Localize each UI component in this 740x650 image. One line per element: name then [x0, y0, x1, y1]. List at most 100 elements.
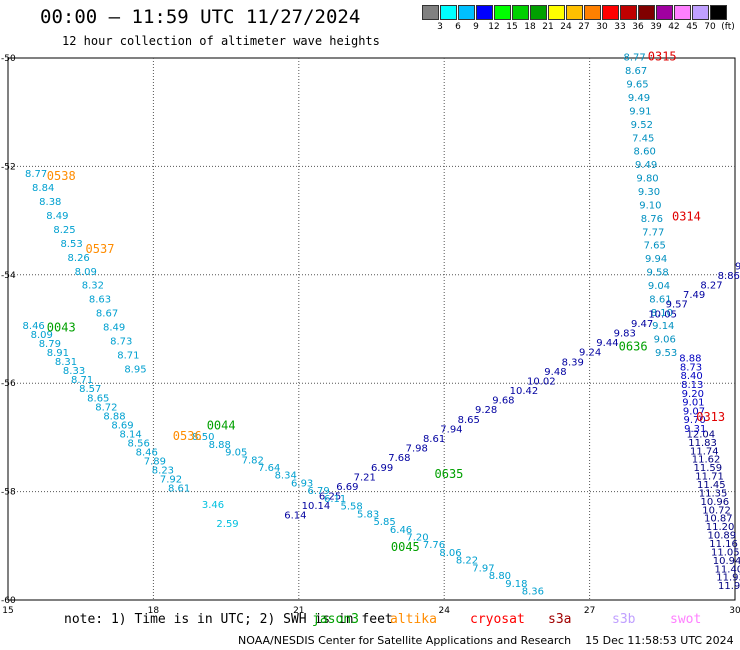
colorbar-swatch [512, 5, 529, 20]
wave-height-value: 6.11 [324, 494, 346, 505]
note-text: note: 1) Time is in UTC; 2) SWH is in fe… [64, 612, 393, 627]
wave-height-value: 10.42 [510, 386, 539, 397]
pass-id-label: 0536 [173, 429, 202, 443]
wave-height-value: 8.26 [68, 253, 90, 264]
y-tick-label: -54 [1, 271, 16, 281]
wave-height-value: 7.98 [406, 444, 428, 455]
wave-height-value: 8.86 [718, 271, 740, 282]
wave-height-value: 8.40 [680, 371, 702, 382]
wave-height-value: 8.71 [117, 350, 139, 361]
wave-height-value: 8.10 [651, 308, 673, 319]
wave-height-value: 9.53 [655, 348, 677, 359]
colorbar-tick-label: 30 [596, 22, 608, 32]
wave-height-value: 11.74 [690, 446, 719, 457]
wave-height-value: 7.65 [644, 241, 666, 252]
wave-height-value: 8.72 [95, 402, 117, 413]
wave-height-value: 3.46 [202, 500, 224, 511]
wave-height-value: 8.57 [79, 384, 101, 395]
wave-height-value: 9.18 [505, 579, 527, 590]
colorbar-tick-label: 21 [542, 22, 554, 32]
wave-height-value: 2.59 [216, 519, 238, 530]
wave-height-value: 8.71 [71, 375, 93, 386]
wave-height-value: 8.73 [110, 336, 132, 347]
wave-height-value: 10.94 [713, 556, 740, 567]
page-title: 00:00 — 11:59 UTC 11/27/2024 [40, 6, 361, 28]
wave-height-value: 6.14 [284, 511, 306, 522]
wave-height-value: 12.04 [687, 429, 716, 440]
pass-id-label: 0315 [648, 50, 677, 64]
colorbar-tick-label: 45 [686, 22, 698, 32]
wave-height-value: 8.65 [87, 393, 109, 404]
x-tick-label: 15 [2, 606, 13, 616]
wave-height-value: 6.69 [336, 482, 358, 493]
pass-id-label: 0044 [207, 418, 236, 432]
wave-height-value: 11.93 [716, 573, 740, 584]
wave-height-value: 9.68 [492, 396, 514, 407]
colorbar-tick-label: 24 [560, 22, 572, 32]
wave-height-value: 9.94 [645, 254, 667, 265]
wave-height-value: 8.77 [624, 53, 646, 64]
wave-height-value: 8.46 [23, 321, 45, 332]
satellite-legend-item: swot [670, 612, 702, 627]
wave-height-value: 8.25 [53, 225, 75, 236]
wave-height-value: 11.71 [695, 472, 724, 483]
wave-height-value: 7.20 [406, 533, 428, 544]
wave-height-value: 7.68 [388, 453, 410, 464]
colorbar-swatch [476, 5, 493, 20]
wave-height-value: 8.67 [96, 309, 118, 320]
wave-height-value: 8.65 [458, 415, 480, 426]
wave-height-value: 8.61 [649, 294, 671, 305]
wave-height-value: 8.53 [60, 239, 82, 250]
wave-height-value: 8.39 [562, 357, 584, 368]
colorbar-tick-label: 42 [668, 22, 680, 32]
colorbar-swatch [440, 5, 457, 20]
wave-height-value: 7.49 [683, 290, 705, 301]
wave-height-value: 9.49 [628, 93, 650, 104]
wave-height-value: 8.14 [119, 429, 141, 440]
wave-height-value: 5.83 [357, 509, 379, 520]
wave-height-value: 11.40 [715, 564, 740, 575]
wave-height-value: 5.58 [340, 502, 362, 513]
wave-height-value: 7.82 [242, 455, 264, 466]
colorbar-tick-label: 15 [506, 22, 518, 32]
wave-height-value: 9.28 [475, 405, 497, 416]
wave-height-value: 8.61 [423, 434, 445, 445]
x-tick-label: 21 [293, 606, 304, 616]
wave-height-value: 10.02 [527, 376, 556, 387]
wave-height-value: 10.87 [704, 514, 733, 525]
wave-height-value: 9.49 [635, 160, 657, 171]
wave-height-value: 8.88 [103, 411, 125, 422]
wave-height-value: 8.09 [75, 267, 97, 278]
wave-height-value: 9.52 [631, 120, 653, 131]
wave-height-value: 11.05 [711, 547, 740, 558]
wave-height-value: 8.06 [439, 548, 461, 559]
pass-id-label: 0045 [391, 540, 420, 554]
wave-height-value: 8.22 [456, 556, 478, 567]
wave-height-value: 8.63 [89, 295, 111, 306]
satellite-legend-item: altika [390, 612, 437, 627]
wave-height-value: 9.06 [654, 335, 676, 346]
wave-height-value: 8.13 [681, 380, 703, 391]
wave-height-value: 8.27 [700, 281, 722, 292]
wave-height-value: 8.49 [103, 323, 125, 334]
wave-height-value: 8.46 [136, 447, 158, 458]
colorbar-tick-label: 36 [632, 22, 644, 32]
colorbar-swatch [656, 5, 673, 20]
pass-id-label: 0538 [47, 169, 76, 183]
wave-height-value: 7.64 [258, 463, 280, 474]
wave-height-value: 9.24 [579, 348, 601, 359]
wave-height-value: 8.79 [39, 339, 61, 350]
colorbar-tick-label: 70 [704, 22, 716, 32]
wave-height-value: 6.93 [291, 478, 313, 489]
wave-height-value: 9.14 [652, 321, 674, 332]
colorbar-tick-label: 33 [614, 22, 626, 32]
wave-height-value: 8.60 [634, 147, 656, 158]
wave-height-value: 11.83 [688, 438, 717, 449]
wave-height-value: 11.35 [699, 488, 728, 499]
x-tick-label: 27 [584, 606, 595, 616]
wave-height-value: 8.32 [82, 281, 104, 292]
wave-height-value: 9.04 [648, 281, 670, 292]
wave-height-value: 11.16 [709, 539, 738, 550]
colorbar-swatch [638, 5, 655, 20]
